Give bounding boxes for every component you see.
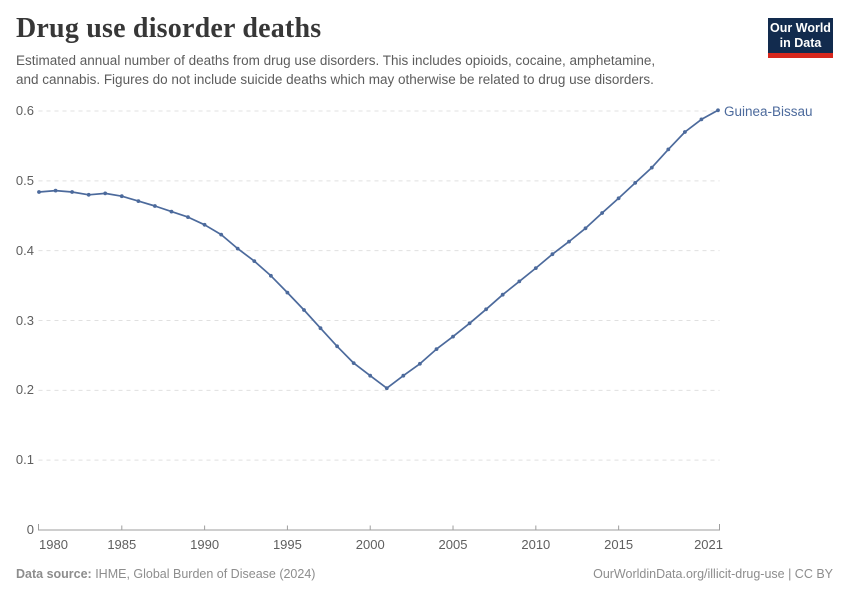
data-point (666, 147, 671, 152)
data-point (699, 117, 704, 122)
data-point (517, 279, 522, 284)
footer-link[interactable]: OurWorldinData.org/illicit-drug-use | CC… (593, 567, 833, 581)
data-point (633, 181, 638, 185)
x-tick-label: 1985 (107, 537, 137, 552)
data-source-note: Data source: IHME, Global Burden of Dise… (16, 567, 315, 581)
y-tick-label: 0.4 (15, 242, 34, 258)
owid-url-link[interactable]: OurWorldinData.org/illicit-drug-use | CC… (593, 567, 833, 581)
y-tick-label: 0 (26, 522, 34, 537)
data-point (86, 192, 91, 197)
owid-logo-box: Our World in Data (768, 18, 833, 53)
data-point (649, 165, 654, 170)
y-tick-label: 0.6 (15, 103, 34, 118)
data-point (136, 199, 141, 204)
data-point (219, 232, 224, 237)
data-point (418, 361, 422, 366)
data-source-label: Data source: (16, 567, 92, 581)
data-point (567, 239, 571, 244)
x-tick-label: 1980 (39, 537, 68, 552)
data-point (484, 307, 488, 312)
data-point (533, 266, 538, 270)
data-point (186, 215, 190, 220)
data-point (550, 252, 555, 257)
data-point (616, 196, 621, 201)
owid-logo-line2: in Data (779, 36, 822, 50)
data-point (583, 226, 588, 231)
data-point (53, 188, 58, 193)
x-tick-label: 1990 (190, 537, 220, 552)
y-tick-label: 0.2 (15, 382, 34, 398)
data-point (302, 308, 306, 312)
owid-logo-line1: Our World (770, 21, 831, 35)
data-point (384, 386, 389, 391)
series-line (38, 109, 719, 390)
data-point (269, 273, 273, 278)
y-tick-label: 0.5 (15, 172, 34, 188)
data-point (351, 361, 356, 365)
y-tick-label: 0.1 (15, 452, 34, 468)
x-tick-label: 2000 (355, 537, 385, 552)
x-axis (38, 524, 720, 531)
data-point (401, 373, 406, 378)
data-point (119, 194, 124, 199)
owid-logo: Our World in Data (768, 18, 833, 58)
data-point (103, 191, 108, 196)
data-point (169, 209, 174, 214)
data-point (451, 334, 455, 339)
x-tick-label: 2021 (694, 537, 723, 552)
data-point (683, 130, 687, 134)
data-source-text: IHME, Global Burden of Disease (2024) (91, 567, 316, 581)
data-point (368, 373, 373, 378)
data-point (600, 211, 604, 215)
y-tick-label: 0.3 (15, 312, 34, 328)
data-point (434, 347, 439, 351)
data-point (285, 290, 290, 295)
data-point (716, 108, 720, 113)
x-tick-label: 2005 (438, 537, 468, 552)
data-point (318, 326, 323, 331)
data-point (153, 204, 157, 208)
owid-logo-red-bar (768, 53, 833, 58)
data-point (37, 190, 41, 194)
data-point (70, 190, 74, 194)
data-point (202, 222, 207, 227)
x-tick-label: 2015 (604, 537, 634, 552)
chart-subtitle: Estimated annual number of deaths from d… (16, 53, 656, 87)
series-entity-label: Guinea-Bissau (724, 104, 813, 119)
data-point (500, 292, 505, 297)
data-point (335, 344, 339, 349)
data-point (235, 246, 240, 251)
page-title: Drug use disorder deaths (16, 13, 322, 44)
x-tick-label: 2010 (521, 537, 551, 552)
x-tick-label: 1995 (272, 537, 302, 552)
data-point (467, 321, 472, 326)
data-point (252, 259, 257, 263)
